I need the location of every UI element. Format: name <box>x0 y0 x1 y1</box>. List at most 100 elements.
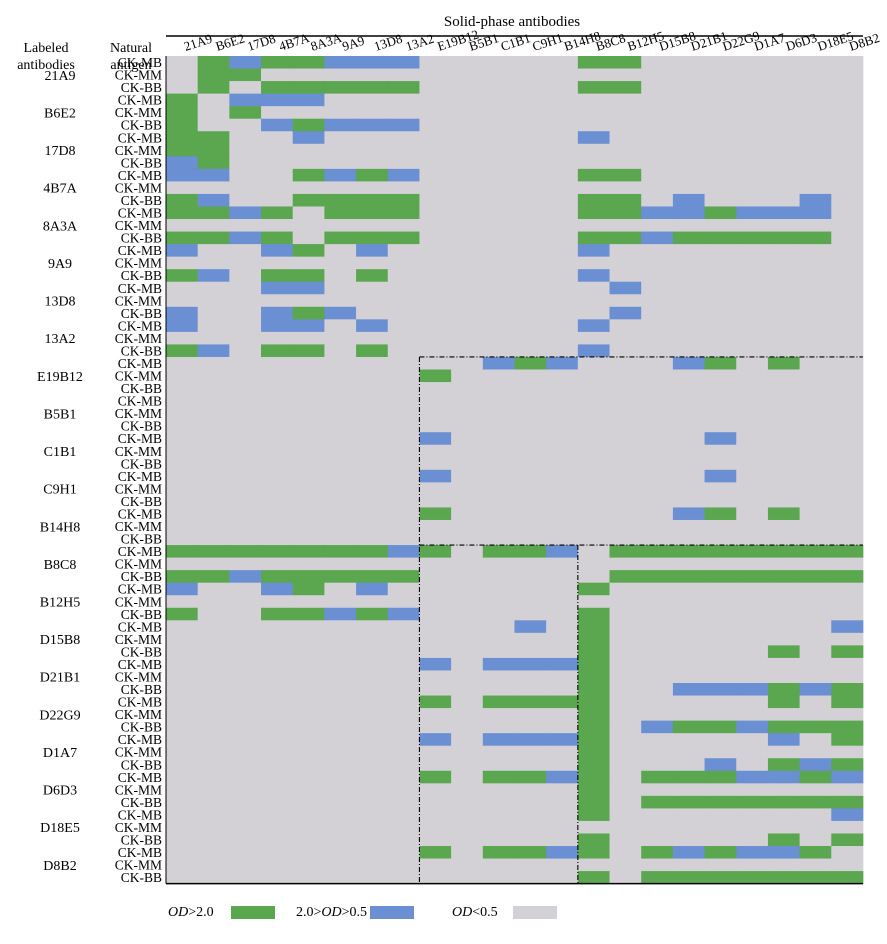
heatmap-cell <box>831 143 864 157</box>
heatmap-cell <box>197 833 230 847</box>
heatmap-cell <box>229 256 262 270</box>
heatmap-cell <box>577 219 610 232</box>
heatmap-cell <box>324 670 357 684</box>
heatmap-cell <box>609 507 642 521</box>
heatmap-cell <box>356 507 389 521</box>
heatmap-cell <box>482 419 515 433</box>
heatmap-cell <box>546 319 579 333</box>
heatmap-cell <box>324 657 357 671</box>
heatmap-cell <box>292 733 325 747</box>
heatmap-cell <box>324 168 357 182</box>
heatmap-cell <box>672 820 705 834</box>
antigen-label: CK-BB <box>121 682 162 697</box>
heatmap-cell <box>356 858 389 872</box>
heatmap-cell <box>451 557 484 571</box>
labeled-antibody-label: D6D3 <box>43 784 77 799</box>
heatmap-cell <box>704 306 737 320</box>
heatmap-cell <box>641 369 674 383</box>
heatmap-cell <box>799 745 832 759</box>
heatmap-cell <box>672 231 705 245</box>
heatmap-cell <box>514 432 547 446</box>
heatmap-cell <box>261 645 294 659</box>
heatmap-cell <box>482 494 515 508</box>
heatmap-cell <box>261 244 294 258</box>
heatmap-cell <box>292 193 325 207</box>
heatmap-cell <box>799 570 832 584</box>
heatmap-cell <box>419 469 452 483</box>
heatmap-cell <box>577 833 610 847</box>
heatmap-cell <box>704 695 737 709</box>
heatmap-cell <box>166 846 199 859</box>
antigen-label: CK-MB <box>118 93 162 108</box>
heatmap-cell <box>546 833 579 847</box>
heatmap-cell <box>419 820 452 834</box>
heatmap-cell <box>451 657 484 671</box>
heatmap-cell <box>324 306 357 320</box>
heatmap-cell <box>672 156 705 170</box>
heatmap-cell <box>546 118 579 132</box>
heatmap-cell <box>799 143 832 157</box>
heatmap-cell <box>767 808 800 822</box>
heatmap-cell <box>292 181 325 195</box>
labeled-antibody-label: B6E2 <box>44 106 76 121</box>
heatmap-cell <box>419 557 452 571</box>
heatmap-cell <box>736 369 769 383</box>
heatmap-cell <box>482 93 515 107</box>
heatmap-cell <box>324 820 357 834</box>
heatmap-cell <box>609 545 642 558</box>
heatmap-cell <box>451 444 484 458</box>
heatmap-cell <box>577 244 610 258</box>
heatmap-cell <box>641 482 674 496</box>
heatmap-cell <box>387 607 420 621</box>
heatmap-cell <box>451 808 484 822</box>
heatmap-cell <box>577 419 610 433</box>
heatmap-cell <box>451 795 484 809</box>
heatmap-cell <box>356 131 389 145</box>
column-label: 4B7A <box>277 30 312 54</box>
heatmap-cell <box>166 507 199 521</box>
heatmap-cell <box>767 143 800 157</box>
heatmap-cell <box>356 557 389 571</box>
heatmap-cell <box>641 519 674 533</box>
heatmap-cell <box>546 269 579 283</box>
heatmap-cell <box>704 93 737 107</box>
heatmap-cell <box>292 356 325 370</box>
heatmap-cell <box>831 595 864 609</box>
heatmap-cell <box>514 407 547 421</box>
heatmap-cell <box>514 833 547 847</box>
heatmap-cell <box>482 745 515 759</box>
antigen-label: CK-MM <box>115 519 162 534</box>
heatmap-cell <box>641 532 674 546</box>
heatmap-cell <box>419 733 452 747</box>
heatmap-cell <box>229 532 262 546</box>
heatmap-cell <box>641 68 674 82</box>
heatmap-cell <box>261 808 294 822</box>
heatmap-cell <box>324 118 357 132</box>
heatmap-cell <box>482 783 515 797</box>
heatmap-cell <box>609 56 642 69</box>
heatmap-cell <box>292 482 325 496</box>
heatmap-cell <box>292 858 325 872</box>
antigen-label: CK-BB <box>121 231 162 246</box>
heatmap-cell <box>736 708 769 722</box>
heatmap-cell <box>451 432 484 446</box>
heatmap-cell <box>767 632 800 646</box>
heatmap-cell <box>419 570 452 584</box>
heatmap-cell <box>577 269 610 283</box>
heatmap-cell <box>799 394 832 408</box>
heatmap-cell <box>641 582 674 596</box>
heatmap-cell <box>704 269 737 283</box>
heatmap-cell <box>672 557 705 571</box>
heatmap-cell <box>514 632 547 646</box>
heatmap-cell <box>641 783 674 797</box>
heatmap-cell <box>704 131 737 145</box>
heatmap-cell <box>736 595 769 609</box>
antigen-label: CK-MB <box>118 469 162 484</box>
heatmap-cell <box>356 808 389 822</box>
heatmap-cell <box>767 557 800 571</box>
heatmap-cell <box>419 56 452 69</box>
heatmap-cell <box>261 607 294 621</box>
heatmap-cell <box>641 106 674 120</box>
heatmap-cell <box>292 244 325 258</box>
